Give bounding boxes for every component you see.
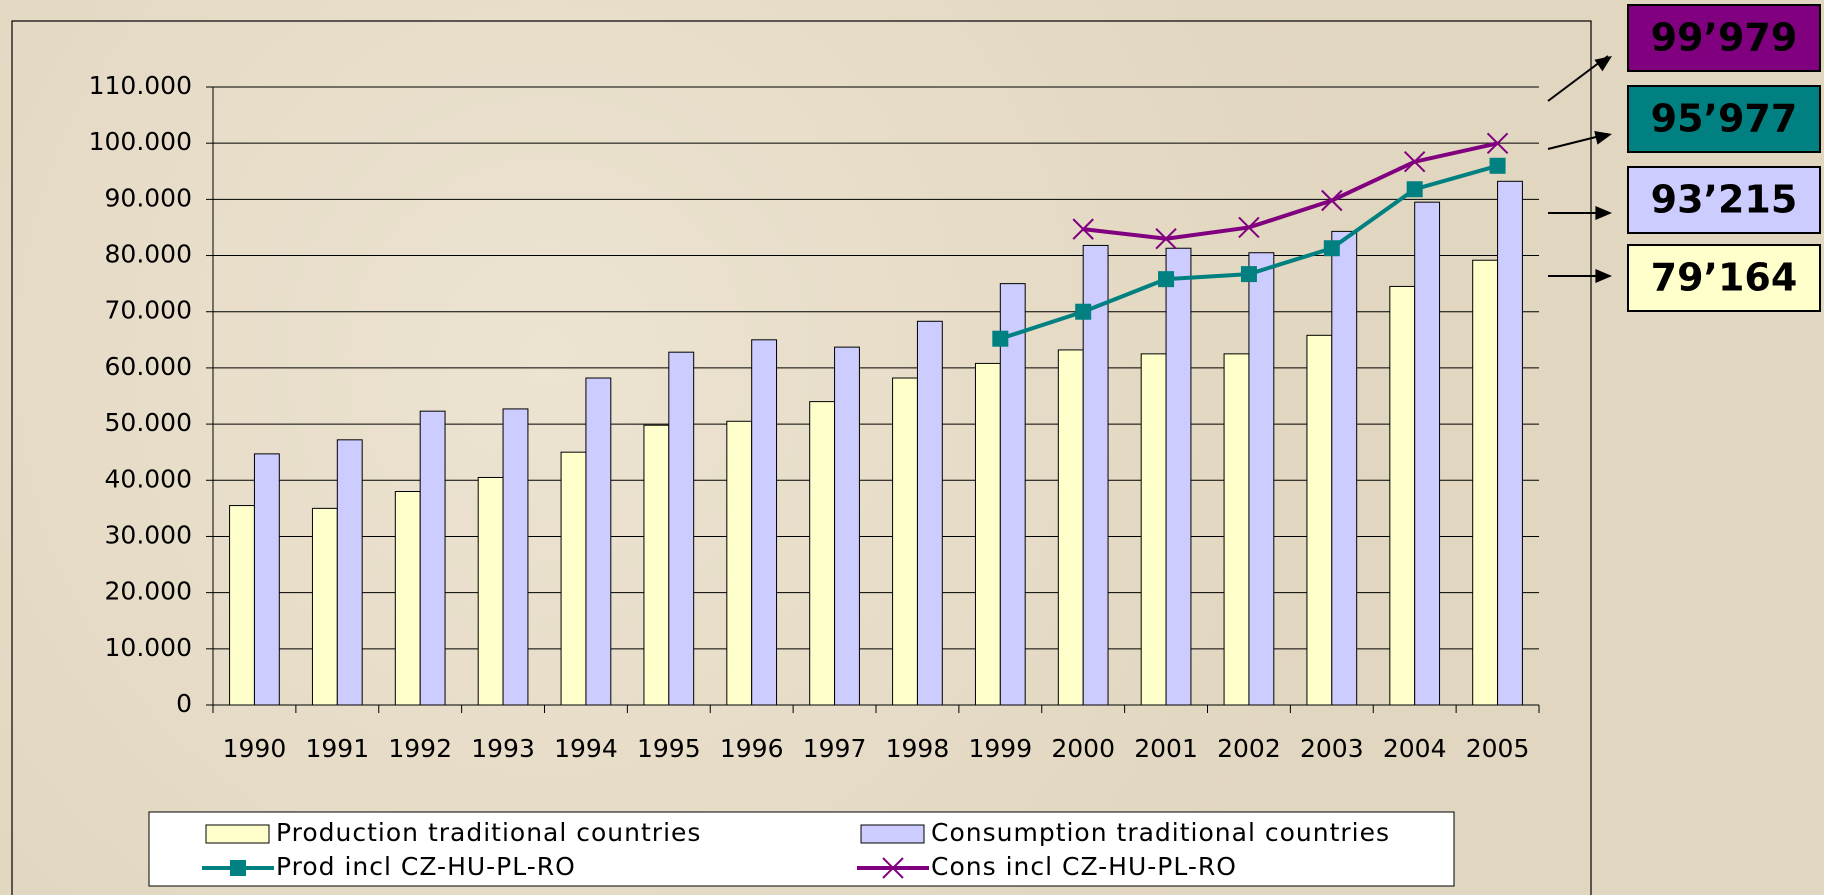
bar <box>1248 252 1275 706</box>
line-marker <box>1240 266 1257 283</box>
callout-arrowhead <box>1595 268 1612 284</box>
bar <box>585 377 612 706</box>
line-marker <box>1406 181 1423 198</box>
y-tick-label: 100.000 <box>89 127 192 156</box>
bar <box>394 491 421 706</box>
legend-swatch <box>205 824 270 844</box>
legend-label: Production traditional countries <box>276 818 701 847</box>
bar <box>253 453 280 706</box>
y-tick-label: 0 <box>176 689 192 718</box>
legend-marker <box>230 860 246 876</box>
line-marker <box>1323 240 1340 257</box>
bar <box>668 351 695 706</box>
bar <box>643 424 670 706</box>
line-marker <box>1238 216 1260 239</box>
bar <box>809 401 836 706</box>
x-tick-label: 1991 <box>306 734 370 763</box>
chart-frame <box>11 20 1592 895</box>
bar <box>336 439 363 706</box>
bar <box>311 507 338 706</box>
bar <box>1165 247 1192 706</box>
line-marker <box>1075 303 1092 320</box>
x-tick-label: 1992 <box>388 734 452 763</box>
bar <box>999 283 1026 706</box>
y-tick-label: 60.000 <box>105 352 192 381</box>
callout-text: 93’215 <box>1651 178 1798 222</box>
callout-arrowhead <box>1594 130 1612 145</box>
bar <box>1472 259 1499 706</box>
bar <box>726 420 753 706</box>
bar <box>1223 353 1250 706</box>
legend-label: Cons incl CZ-HU-PL-RO <box>931 852 1237 881</box>
x-tick-label: 1990 <box>223 734 287 763</box>
callout-arrowhead <box>1594 56 1612 72</box>
y-tick-label: 50.000 <box>105 408 192 437</box>
bar <box>916 320 943 706</box>
callout-box <box>1627 244 1821 312</box>
bar <box>502 408 529 706</box>
bar <box>974 362 1001 706</box>
line-marker <box>1158 271 1175 288</box>
bar <box>1082 244 1109 706</box>
line-marker <box>1321 189 1343 212</box>
y-tick-label: 110.000 <box>89 71 192 100</box>
callout-box <box>1627 4 1821 72</box>
legend-label: Consumption traditional countries <box>931 818 1390 847</box>
bar <box>1497 180 1523 706</box>
legend-marker <box>882 857 904 879</box>
x-tick-label: 1996 <box>720 734 784 763</box>
bar <box>419 410 446 706</box>
bar <box>1306 334 1333 706</box>
line-marker <box>1072 218 1094 240</box>
legend-box <box>148 811 1455 887</box>
callout-box <box>1627 85 1821 153</box>
x-tick-label: 2003 <box>1300 734 1364 763</box>
callout-arrowhead <box>1595 205 1612 221</box>
bar <box>834 346 860 706</box>
x-tick-label: 1997 <box>803 734 867 763</box>
y-tick-label: 70.000 <box>105 296 192 325</box>
y-tick-label: 30.000 <box>105 520 192 549</box>
x-tick-label: 2000 <box>1051 734 1115 763</box>
bar <box>1057 349 1084 706</box>
line-marker <box>1489 157 1506 174</box>
legend-swatch <box>860 824 925 844</box>
callout-box <box>1627 166 1821 234</box>
y-tick-label: 20.000 <box>105 577 192 606</box>
y-tick-label: 10.000 <box>105 633 192 662</box>
x-tick-label: 2004 <box>1383 734 1447 763</box>
line-marker <box>1403 151 1426 173</box>
x-tick-label: 1994 <box>554 734 618 763</box>
x-tick-label: 1993 <box>471 734 535 763</box>
x-tick-label: 2001 <box>1134 734 1198 763</box>
legend-label: Prod incl CZ-HU-PL-RO <box>276 852 576 881</box>
callout-text: 79’164 <box>1651 256 1798 300</box>
bar <box>1140 353 1167 706</box>
line-marker <box>1155 227 1177 250</box>
y-tick-label: 90.000 <box>105 183 192 212</box>
bar <box>1331 230 1358 706</box>
bar <box>751 339 778 706</box>
bar <box>229 505 255 706</box>
x-tick-label: 1998 <box>886 734 950 763</box>
y-tick-label: 40.000 <box>105 464 192 493</box>
line-marker <box>992 330 1009 347</box>
bar <box>1414 201 1441 706</box>
x-tick-label: 1995 <box>637 734 701 763</box>
callout-text: 99’979 <box>1651 16 1798 60</box>
line-marker <box>1486 132 1509 155</box>
x-tick-label: 2005 <box>1466 734 1530 763</box>
bar <box>892 377 918 706</box>
bar <box>1389 285 1416 706</box>
bar <box>477 476 504 706</box>
line <box>1082 141 1498 241</box>
bar <box>560 451 587 706</box>
x-tick-label: 1999 <box>969 734 1033 763</box>
x-tick-label: 2002 <box>1217 734 1281 763</box>
y-tick-label: 80.000 <box>105 240 192 269</box>
callout-text: 95’977 <box>1651 97 1798 141</box>
